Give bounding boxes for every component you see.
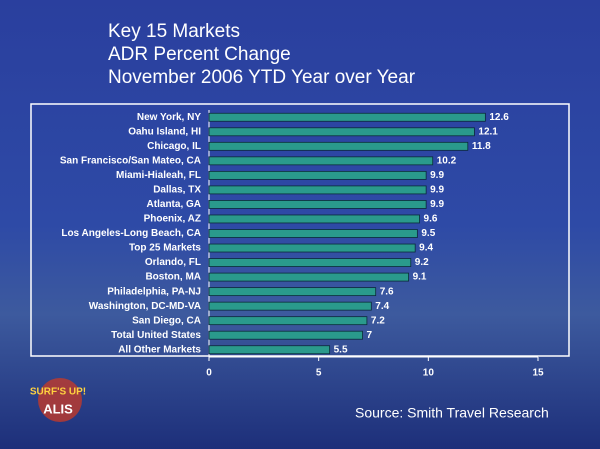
category-label: Dallas, TX bbox=[153, 185, 201, 196]
bar bbox=[208, 229, 418, 238]
x-tick-label: 0 bbox=[206, 368, 212, 379]
value-label: 12.6 bbox=[489, 112, 509, 123]
chart-frame bbox=[30, 103, 570, 357]
category-label: Top 25 Markets bbox=[129, 243, 201, 254]
logo: SURF'S UP! ALIS bbox=[30, 378, 86, 422]
bar bbox=[208, 185, 427, 195]
x-tick-label: 5 bbox=[316, 368, 322, 379]
category-label: Chicago, IL bbox=[147, 141, 201, 152]
bar bbox=[208, 258, 412, 267]
category-label: Miami-Hialeah, FL bbox=[116, 170, 201, 181]
bar bbox=[208, 170, 427, 180]
value-label: 11.8 bbox=[472, 141, 491, 152]
value-label: 9.5 bbox=[421, 228, 435, 239]
bar bbox=[208, 316, 368, 326]
title-line: ADR Percent Change bbox=[108, 44, 291, 65]
bar bbox=[208, 272, 409, 282]
bar bbox=[208, 214, 420, 224]
value-label: 9.9 bbox=[430, 185, 444, 196]
category-label: Boston, MA bbox=[145, 272, 201, 283]
bar bbox=[208, 287, 377, 297]
source: Source: Smith Travel Research bbox=[355, 405, 549, 421]
bar bbox=[208, 200, 427, 209]
value-label: 7 bbox=[367, 330, 373, 341]
value-label: 9.2 bbox=[415, 257, 429, 268]
category-label: San Francisco/San Mateo, CA bbox=[60, 155, 201, 166]
value-label: 9.4 bbox=[419, 243, 433, 254]
category-label: Philadelphia, PA-NJ bbox=[107, 286, 201, 297]
x-tick-label: 15 bbox=[532, 368, 544, 379]
category-label: New York, NY bbox=[137, 112, 201, 123]
category-label: Phoenix, AZ bbox=[144, 214, 201, 225]
value-label: 5.5 bbox=[334, 344, 348, 355]
category-label: Orlando, FL bbox=[145, 257, 201, 268]
value-label: 10.2 bbox=[437, 155, 457, 166]
value-label: 7.4 bbox=[375, 301, 389, 312]
bar bbox=[208, 156, 434, 166]
logo-text: SURF'S UP! bbox=[30, 387, 86, 398]
bar bbox=[208, 112, 486, 122]
logo-text: ALIS bbox=[43, 401, 73, 416]
logo-badge bbox=[38, 378, 82, 422]
bar bbox=[208, 301, 372, 311]
bar bbox=[208, 243, 416, 253]
category-label: Los Angeles-Long Beach, CA bbox=[61, 228, 201, 239]
value-label: 7.2 bbox=[371, 315, 385, 326]
category-label: All Other Markets bbox=[118, 344, 201, 355]
x-tick-label: 10 bbox=[423, 368, 435, 379]
bar bbox=[208, 141, 469, 151]
bar bbox=[208, 127, 475, 137]
value-label: 9.9 bbox=[430, 170, 444, 181]
title-line: Key 15 Markets bbox=[108, 21, 240, 42]
title-line: November 2006 YTD Year over Year bbox=[108, 67, 416, 88]
bar bbox=[208, 345, 331, 355]
value-label: 9.6 bbox=[424, 214, 438, 225]
value-label: 12.1 bbox=[478, 126, 498, 137]
value-label: 7.6 bbox=[380, 286, 394, 297]
category-label: Atlanta, GA bbox=[147, 199, 201, 210]
category-label: Total United States bbox=[111, 330, 201, 341]
value-label: 9.9 bbox=[430, 199, 444, 210]
category-label: San Diego, CA bbox=[132, 315, 201, 326]
category-label: Washington, DC-MD-VA bbox=[89, 301, 201, 312]
category-label: Oahu Island, HI bbox=[128, 126, 201, 137]
value-label: 9.1 bbox=[413, 272, 427, 283]
bar bbox=[208, 330, 363, 340]
